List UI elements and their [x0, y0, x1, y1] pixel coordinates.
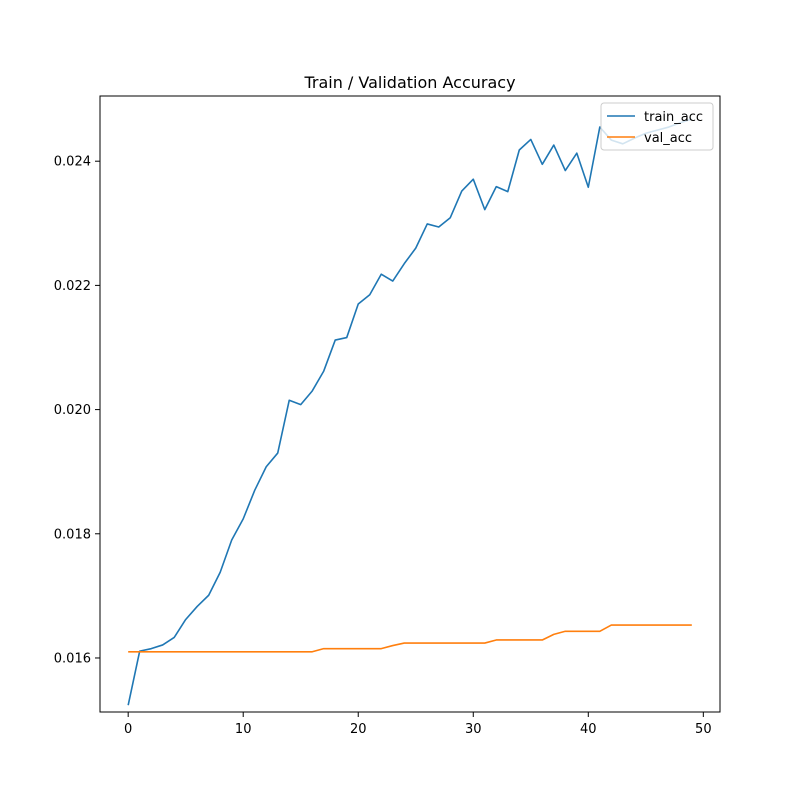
y-tick-label: 0.020 — [54, 403, 91, 418]
y-tick-label: 0.016 — [54, 651, 91, 666]
series-layer — [127, 118, 693, 706]
legend-label-train-acc: train_acc — [644, 110, 703, 125]
y-tick-label: 0.018 — [54, 527, 91, 542]
x-tick-label: 30 — [465, 722, 482, 737]
y-tick-label: 0.022 — [54, 279, 91, 294]
axes-layer: 0 10 20 30 40 50 0.016 0.018 0.020 0.022 0.024 — [54, 95, 721, 737]
x-tick-label: 50 — [695, 722, 712, 737]
x-tick-label: 20 — [350, 722, 367, 737]
legend-box — [600, 102, 714, 151]
legend: train_acc val_acc — [600, 102, 714, 151]
x-tick-label: 40 — [580, 722, 597, 737]
chart-title: Train / Validation Accuracy — [303, 73, 515, 92]
x-tick-label: 10 — [235, 722, 252, 737]
y-tick-label: 0.024 — [54, 155, 91, 170]
plot-frame — [99, 95, 721, 713]
x-tick-label: 0 — [124, 722, 132, 737]
legend-label-val-acc: val_acc — [644, 131, 692, 146]
series-line-train-acc — [127, 118, 693, 706]
series-line-val-acc — [128, 624, 692, 653]
